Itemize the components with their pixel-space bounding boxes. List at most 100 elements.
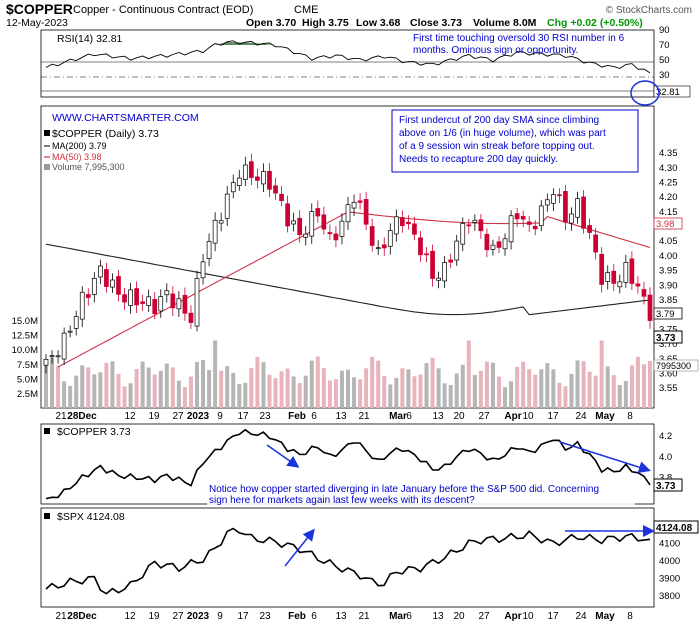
x-axis-label: 6 [311,411,317,422]
svg-text:of a 9 session win streak befo: of a 9 session win streak before topping… [399,141,595,152]
candle [315,200,321,223]
x-axis-label: 21 [55,611,67,622]
candle-body [49,355,55,357]
candle [442,256,447,289]
volume-bar [527,369,532,408]
x-axis-label: 28Dec [67,411,97,422]
candle-body [110,279,115,288]
candle-body [188,312,194,323]
x-axis-label: 21 [55,411,67,422]
low-label: Low 3.68 [356,17,401,29]
x-axis-top: 21 28Dec 12 19 27 2023 9 17 23 Feb 6 13 21 Mar 6 13 20 27… [55,411,633,422]
x-axis-label: 17 [547,411,559,422]
volume-bar [56,365,61,408]
x-axis-label: 10 [522,411,534,422]
candle-body [224,193,230,219]
candle [104,262,109,293]
candle-body [472,219,478,223]
ma50-value-tag: 3.98 [653,217,683,230]
volume-bar [195,361,199,408]
svg-text:3.98: 3.98 [656,219,675,230]
candle-body [599,253,605,285]
volume-bar [490,362,495,408]
price-tick-label: 3.70 [659,339,678,350]
candle [61,327,67,366]
candle [363,191,369,230]
volume-bar [515,366,520,408]
x-axis-label: 17 [237,611,249,622]
candle-body [164,290,170,296]
x-axis-label: 12 [124,411,136,422]
spx-swatch [44,513,50,519]
candle-body [315,208,321,217]
volume-bar [533,374,538,408]
volume-bar [158,370,163,408]
volume-bar [593,375,598,408]
candle-body [363,199,369,225]
candle-body [387,230,393,247]
candle-body [339,220,345,237]
rsi-line [45,40,651,74]
candle-body [273,185,278,194]
candle-body [61,332,67,360]
x-axis-label: 19 [148,411,160,422]
candle [617,274,623,294]
candle-body [412,223,417,235]
candle [623,254,629,288]
spx-value-tag: 4124.08 [653,520,699,534]
volume-bar [575,360,580,408]
candle [128,282,133,314]
candle [134,281,139,313]
candle-body [587,225,592,233]
candle [557,188,562,204]
candle-body [85,294,91,298]
volume-bar [170,367,175,408]
candle-body [526,221,532,225]
price-tick-label: 3.75 [659,324,678,335]
candle [98,259,103,285]
candle-body [43,358,49,366]
volume-bar [370,356,375,408]
candle [611,263,617,292]
candle-body [532,225,538,230]
candle-body [176,298,182,310]
candle [85,288,91,306]
volume-bar [80,365,85,408]
copper-annotation: Notice how copper started diverging in l… [207,481,635,506]
candle-body [218,220,224,224]
volume-bar [104,362,109,408]
volume-bar [207,370,212,408]
candle [635,276,641,294]
volume-bar [116,373,121,408]
candle-body [351,201,357,209]
legend-ma200: MA(200) 3.79 [52,141,107,151]
svg-text:3.73: 3.73 [656,333,676,344]
candle-body [255,176,260,181]
candle [387,223,393,255]
candle-body [623,262,629,283]
volume-bar [358,379,363,408]
ma200-value-tag: 3.79 [653,307,683,320]
x-axis-label: 9 [217,611,223,622]
candle-body [297,217,303,235]
candle [285,195,290,233]
volume-bar [249,368,254,408]
spx-tick-label: 3900 [659,574,680,585]
x-axis-label: May [595,611,615,622]
candle [164,283,170,303]
price-tick-label: 4.05 [659,236,678,247]
volume-bar [291,376,296,408]
volume-bar [333,379,338,408]
volume-bar [122,386,127,408]
volume-bar [551,369,556,408]
volume-bar [629,365,634,408]
candle [575,191,580,224]
spx-label: $SPX 4124.08 [57,511,125,523]
candle [91,272,97,303]
candle-body [496,241,502,248]
svg-text:3.73: 3.73 [656,481,676,492]
price-annotation-box: First undercut of 200 day SMA since clim… [391,109,639,173]
candle-body [267,170,272,190]
candle [544,193,550,212]
candle [110,273,115,293]
